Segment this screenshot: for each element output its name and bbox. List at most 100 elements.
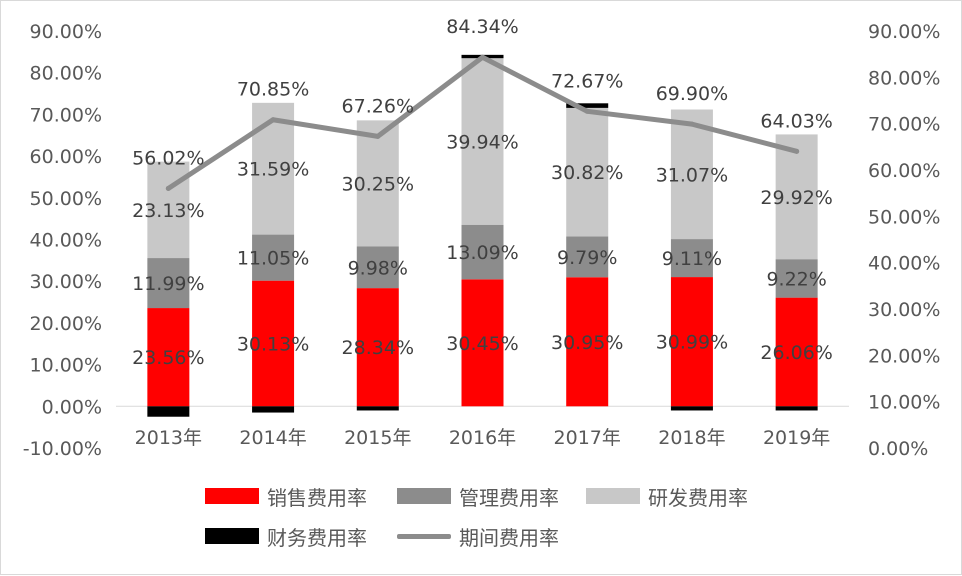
data-label-rnd: 29.92% — [760, 187, 832, 209]
legend-item-period: 期间费用率 — [397, 521, 559, 551]
x-category-label: 2017年 — [554, 427, 621, 449]
legend-line-period — [397, 533, 451, 539]
line-point-period — [689, 121, 695, 127]
y2-tick-label: 50.00% — [868, 206, 940, 228]
data-label-rnd: 30.25% — [342, 173, 414, 195]
y-tick-label: 60.00% — [30, 146, 102, 168]
line-point-period — [794, 148, 800, 154]
data-label-admin: 9.79% — [557, 247, 617, 269]
y2-tick-label: 30.00% — [868, 299, 940, 321]
y2-tick-label: 70.00% — [868, 114, 940, 136]
x-category-label: 2014年 — [239, 427, 306, 449]
x-category-label: 2016年 — [449, 427, 516, 449]
y2-tick-label: 80.00% — [868, 67, 940, 89]
y-tick-label: 30.00% — [30, 271, 102, 293]
legend-swatch-rnd — [586, 488, 640, 504]
data-label-sales: 30.99% — [656, 332, 728, 354]
legend-label-sales: 销售费用率 — [267, 485, 367, 510]
line-point-period — [270, 117, 276, 123]
data-label-period: 69.90% — [656, 83, 728, 105]
legend-label-rnd: 研发费用率 — [648, 485, 748, 510]
data-label-rnd: 31.07% — [656, 164, 728, 186]
bar-finance — [566, 103, 609, 108]
data-label-admin: 9.98% — [348, 257, 408, 279]
data-label-sales: 23.56% — [132, 347, 204, 369]
bar-rnd — [252, 102, 295, 235]
legend-label-period: 期间费用率 — [459, 525, 559, 550]
legend-label-admin: 管理费用率 — [459, 485, 559, 510]
y-tick-label: -10.00% — [23, 438, 102, 460]
y-tick-label: 70.00% — [30, 104, 102, 126]
data-label-period: 67.26% — [342, 95, 414, 117]
legend-item-rnd: 研发费用率 — [586, 481, 748, 511]
bar-rnd — [670, 109, 713, 240]
data-label-period: 56.02% — [132, 147, 204, 169]
y-tick-label: 50.00% — [30, 188, 102, 210]
y-tick-label: 20.00% — [30, 313, 102, 335]
y-tick-label: 0.00% — [42, 396, 102, 418]
bar-rnd — [461, 58, 504, 225]
data-label-admin: 11.05% — [237, 248, 309, 270]
bar-admin — [147, 258, 190, 309]
y2-tick-label: 10.00% — [868, 392, 940, 414]
data-label-sales: 30.95% — [551, 332, 623, 354]
y2-tick-label: 90.00% — [868, 21, 940, 43]
line-point-period — [375, 133, 381, 139]
y2-tick-label: 20.00% — [868, 345, 940, 367]
y2-tick-label: 60.00% — [868, 160, 940, 182]
line-point-period — [480, 54, 485, 60]
data-label-period: 70.85% — [237, 79, 309, 101]
bar-admin — [775, 259, 818, 298]
bar-sales — [147, 308, 190, 407]
data-label-rnd: 30.82% — [551, 162, 623, 184]
data-label-admin: 9.22% — [766, 268, 826, 290]
legend-row-1: 销售费用率 管理费用率 研发费用率 — [1, 481, 962, 511]
bar-sales — [670, 277, 713, 407]
bar-sales — [356, 288, 399, 407]
legend-swatch-finance — [205, 528, 259, 544]
legend-item-finance: 财务费用率 — [205, 521, 367, 551]
data-label-sales: 30.45% — [446, 333, 518, 355]
bar-admin — [461, 224, 504, 280]
bar-finance — [147, 406, 190, 417]
data-label-rnd: 23.13% — [132, 200, 204, 222]
data-label-period: 72.67% — [551, 70, 623, 92]
data-label-period: 84.34% — [446, 16, 518, 38]
y2-tick-label: 0.00% — [868, 438, 928, 460]
bar-sales — [252, 280, 295, 407]
data-label-sales: 26.06% — [760, 342, 832, 364]
bar-admin — [356, 246, 399, 289]
data-label-admin: 9.11% — [662, 248, 722, 270]
bar-finance — [670, 406, 713, 411]
y2-tick-label: 40.00% — [868, 253, 940, 275]
line-point-period — [165, 185, 171, 191]
bar-finance — [252, 406, 295, 413]
bar-admin — [670, 239, 713, 278]
data-label-admin: 11.99% — [132, 273, 204, 295]
x-category-label: 2013年 — [135, 427, 202, 449]
y-tick-label: 10.00% — [30, 355, 102, 377]
data-label-period: 64.03% — [760, 110, 832, 132]
bar-rnd — [356, 120, 399, 247]
x-category-label: 2015年 — [344, 427, 411, 449]
legend-item-sales: 销售费用率 — [205, 481, 367, 511]
bar-finance — [356, 406, 399, 411]
bar-finance — [775, 406, 818, 411]
bar-rnd — [775, 134, 818, 260]
legend-label-finance: 财务费用率 — [267, 525, 367, 550]
bar-sales — [775, 297, 818, 407]
bar-admin — [566, 236, 609, 278]
bar-admin — [252, 234, 295, 281]
x-category-label: 2019年 — [763, 427, 830, 449]
y-tick-label: 90.00% — [30, 21, 102, 43]
data-label-rnd: 39.94% — [446, 131, 518, 153]
legend-swatch-admin — [397, 488, 451, 504]
y-tick-label: 80.00% — [30, 63, 102, 85]
legend-swatch-sales — [205, 488, 259, 504]
line-point-period — [584, 108, 590, 114]
bar-sales — [461, 279, 504, 407]
data-label-admin: 13.09% — [446, 242, 518, 264]
bar-rnd — [566, 107, 609, 237]
